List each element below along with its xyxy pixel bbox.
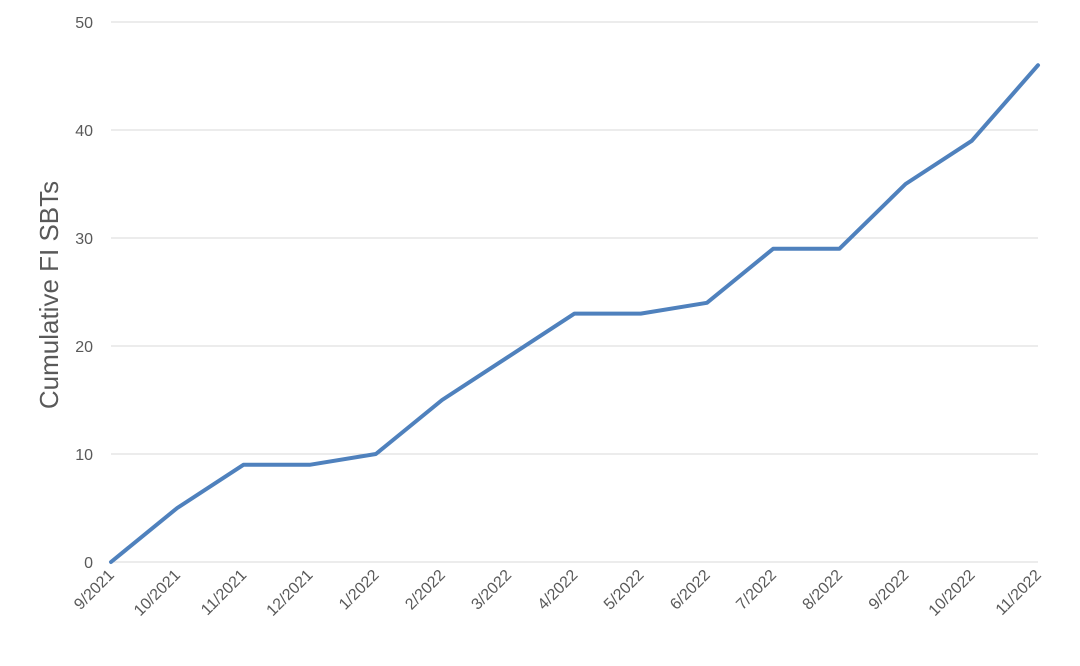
x-tick-label: 3/2022: [468, 567, 515, 614]
x-tick-label: 8/2022: [800, 567, 847, 614]
x-tick-label: 9/2022: [866, 567, 913, 614]
x-tick-label: 4/2022: [535, 567, 582, 614]
y-tick-label: 40: [75, 123, 93, 140]
x-tick-label: 11/2021: [198, 567, 250, 619]
x-tick-label: 6/2022: [667, 567, 714, 614]
y-tick-label: 50: [75, 15, 93, 32]
x-tick-label: 2/2022: [402, 567, 449, 614]
x-tick-label: 9/2021: [71, 567, 118, 614]
y-tick-label: 20: [75, 339, 93, 356]
y-tick-label: 30: [75, 231, 93, 248]
x-tick-label: 12/2021: [264, 567, 317, 620]
x-tick-label: 11/2022: [993, 567, 1045, 619]
x-tick-label: 10/2022: [926, 567, 979, 620]
x-tick-label: 10/2021: [131, 567, 184, 620]
x-tick-label: 7/2022: [733, 567, 780, 614]
x-tick-label: 1/2022: [336, 567, 383, 614]
x-tick-label: 5/2022: [601, 567, 648, 614]
y-axis-label: Cumulative FI SBTs: [34, 181, 64, 409]
data-line: [109, 63, 1040, 564]
y-tick-label: 10: [75, 447, 93, 464]
y-tick-label: 0: [84, 555, 93, 572]
